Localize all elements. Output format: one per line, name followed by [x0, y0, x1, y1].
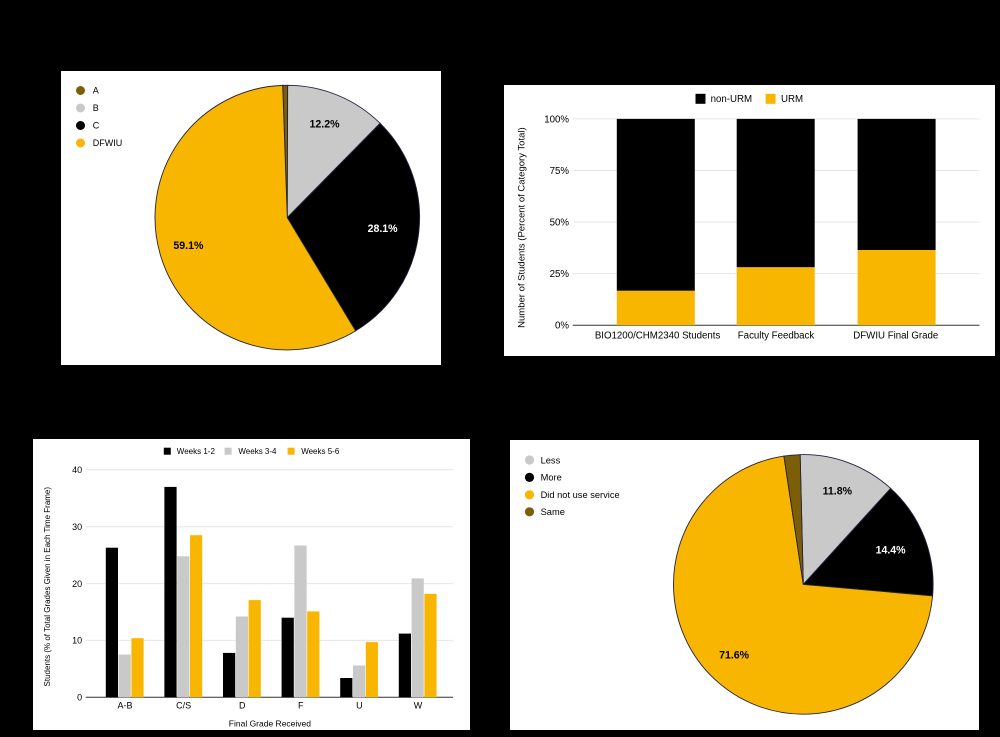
svg-text:Did not use service: Did not use service: [541, 490, 620, 500]
svg-text:Weeks 5-6: Weeks 5-6: [301, 447, 340, 456]
svg-text:0%: 0%: [555, 321, 569, 332]
svg-text:10: 10: [72, 636, 82, 646]
svg-text:DFWIU: DFWIU: [93, 138, 123, 148]
svg-text:50%: 50%: [550, 218, 570, 229]
svg-text:non-URM: non-URM: [711, 94, 752, 105]
svg-text:B: B: [93, 103, 99, 113]
svg-text:BIO1200/CHM2340 Students: BIO1200/CHM2340 Students: [595, 330, 721, 341]
svg-text:DFWIU Final Grade: DFWIU Final Grade: [853, 330, 938, 341]
svg-text:100%: 100%: [544, 114, 569, 125]
svg-text:14.4%: 14.4%: [876, 544, 907, 556]
svg-text:F: F: [298, 701, 304, 711]
svg-text:W: W: [414, 701, 423, 711]
svg-text:U: U: [356, 701, 363, 711]
svg-text:A-B: A-B: [117, 701, 132, 711]
svg-text:71.6%: 71.6%: [719, 650, 750, 662]
svg-text:More: More: [541, 473, 562, 483]
svg-text:C: C: [93, 121, 100, 131]
svg-text:Weeks 1-2: Weeks 1-2: [177, 447, 216, 456]
svg-text:20: 20: [72, 579, 82, 589]
svg-text:Faculty Feedback: Faculty Feedback: [738, 330, 815, 341]
svg-text:25%: 25%: [550, 269, 570, 280]
svg-text:C/S: C/S: [176, 701, 191, 711]
svg-text:28.1%: 28.1%: [368, 223, 399, 235]
svg-text:59.1%: 59.1%: [173, 240, 204, 252]
svg-text:D: D: [239, 701, 246, 711]
svg-text:URM: URM: [781, 94, 803, 105]
svg-text:11.8%: 11.8%: [823, 485, 853, 497]
svg-text:A: A: [93, 86, 99, 96]
svg-text:40: 40: [72, 465, 82, 475]
svg-text:Final Grade Received: Final Grade Received: [229, 719, 311, 729]
svg-text:12.2%: 12.2%: [309, 119, 340, 131]
svg-text:0: 0: [77, 693, 82, 703]
svg-text:30: 30: [72, 522, 82, 532]
svg-text:Weeks 3-4: Weeks 3-4: [238, 447, 277, 456]
svg-text:Students (% of Total Grades Gi: Students (% of Total Grades Given in Eac…: [43, 487, 52, 687]
svg-text:Less: Less: [541, 455, 561, 465]
svg-text:Same: Same: [541, 507, 565, 517]
svg-text:75%: 75%: [550, 166, 570, 177]
svg-text:Number of Students (Percent of: Number of Students (Percent of Category …: [517, 127, 528, 327]
